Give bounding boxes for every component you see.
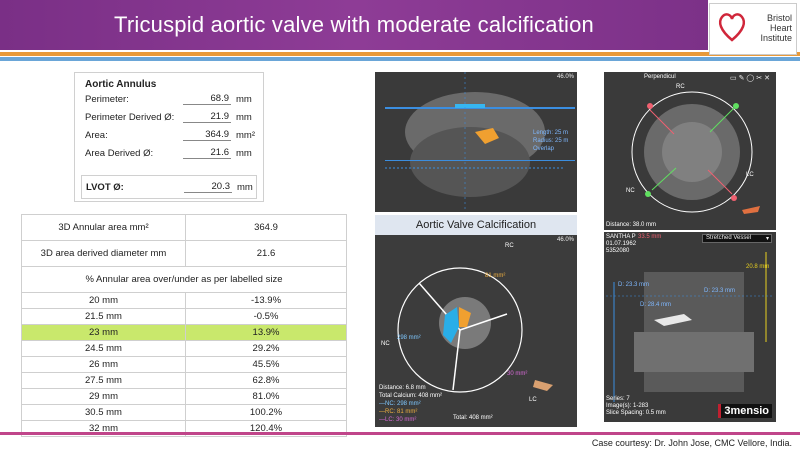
footer-bar [0,432,800,435]
orange-stripe [0,52,800,56]
calcification-image [375,235,577,427]
ct-calcification-panel[interactable]: 46.0% RC NC LC 81 mm² 298 mm² 30 mm² Dis… [375,235,577,427]
table-row: 21.5 mm -0.5% [21,308,347,325]
ct-long-axis-panel[interactable]: 46.0% Length: 25 m Radius: 25 m Overlap [375,72,577,212]
table-row: 30.5 mm 100.2% [21,404,347,421]
viewer-toolbar[interactable]: ▭✎◯✂✕ [729,75,772,82]
case-credit: Case courtesy: Dr. John Jose, CMC Vellor… [591,438,792,448]
table-section-header: % Annular area over/under as per labelle… [21,266,347,293]
ct-stretched-vessel-panel[interactable]: SANTHA P 01.07.1962 5352080 33.5 mm Stre… [604,232,776,422]
slide-title: Tricuspid aortic valve with moderate cal… [114,12,594,37]
blue-stripe [0,57,800,61]
area-row: Area: 364.9 mm² [85,129,255,141]
table-row: 27.5 mm 62.8% [21,372,347,389]
table-row: 29 mm 81.0% [21,388,347,405]
short-axis-image [604,72,776,230]
perimeter-derived-row: Perimeter Derived Ø: 21.9 mm [85,111,252,123]
table-row: 26 mm 45.5% [21,356,347,373]
title-bar: Tricuspid aortic valve with moderate cal… [0,0,708,50]
lvot-box: LVOT Ø: 20.3 mm [81,175,257,199]
table-row-highlighted: 23 mm 13.9% [21,324,347,341]
perimeter-row: Perimeter: 68.9 mm [85,93,252,105]
area-derived-row: Area Derived Ø: 21.6 mm [85,147,252,159]
sizing-table: 3D Annular area mm² 364.9 3D area derived… [21,214,347,437]
table-row: 24.5 mm 29.2% [21,340,347,357]
bristol-heart-institute-logo: Bristol Heart Institute [709,3,797,55]
heart-icon [718,13,746,42]
3mensio-logo: 3mensio [718,404,772,418]
stretched-vessel-image [604,232,776,422]
view-mode-select[interactable]: Stretched Vessel ▾ [702,234,772,243]
ct-short-axis-panel[interactable]: Perpendicul ▭✎◯✂✕ RC NC LC Distance: 38.… [604,72,776,230]
calcification-label: Aortic Valve Calcification [375,215,577,235]
logo-text: Bristol Heart Institute [760,13,792,43]
aortic-annulus-card: Aortic Annulus Perimeter: 68.9 mm Perimete… [74,72,264,202]
table-row: 3D Annular area mm² 364.9 [21,214,347,241]
table-row: 20 mm -13.9% [21,292,347,309]
ct-long-axis-image [375,72,577,212]
chevron-down-icon: ▾ [765,236,769,242]
table-row: 3D area derived diameter mm 21.6 [21,240,347,267]
annulus-title: Aortic Annulus [85,79,157,90]
